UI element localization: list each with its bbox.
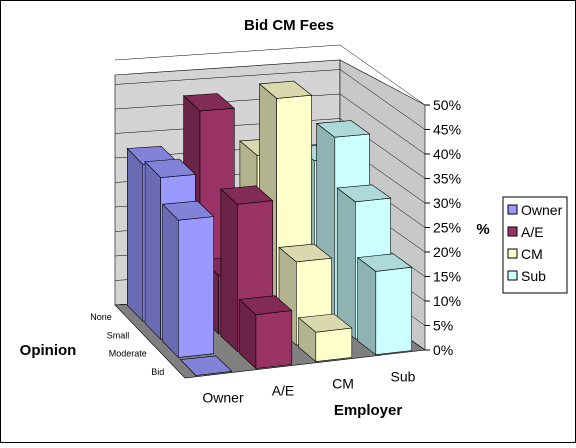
grid-line bbox=[114, 44, 341, 61]
bar-front bbox=[375, 266, 413, 356]
bar-top bbox=[297, 313, 353, 333]
legend-label: Sub bbox=[521, 268, 546, 284]
chart-title: Bid CM Fees bbox=[244, 17, 334, 34]
bar bbox=[179, 355, 233, 376]
bar-front bbox=[255, 310, 293, 369]
depth-tick-label: Small bbox=[107, 330, 130, 340]
bar-front bbox=[315, 327, 353, 362]
depth-axis-title: Opinion bbox=[20, 342, 77, 359]
bar-top bbox=[315, 120, 371, 138]
grid-line bbox=[114, 69, 341, 85]
bar-side bbox=[336, 187, 356, 340]
bar bbox=[297, 313, 353, 363]
bar-top bbox=[278, 243, 333, 263]
y-tick-label: 0% bbox=[433, 342, 453, 358]
legend-swatch bbox=[507, 204, 518, 215]
bar-top bbox=[336, 184, 392, 203]
x-tick-label: Owner bbox=[202, 390, 244, 406]
grid-line bbox=[339, 93, 426, 155]
bar-top bbox=[179, 355, 233, 376]
bar-side bbox=[357, 256, 377, 356]
y-tick-label: 40% bbox=[433, 146, 461, 162]
legend-swatch bbox=[507, 270, 518, 281]
bar-top bbox=[258, 80, 313, 99]
x-tick-label: CM bbox=[332, 376, 354, 392]
bar-side bbox=[127, 147, 144, 323]
x-tick-label: A/E bbox=[272, 383, 295, 399]
y-tick-label: 35% bbox=[433, 171, 461, 187]
x-axis-title: Employer bbox=[334, 402, 403, 419]
y-tick-label: 5% bbox=[433, 318, 453, 334]
bar bbox=[356, 253, 413, 356]
y-tick-label: 50% bbox=[433, 97, 461, 113]
bar bbox=[162, 200, 215, 359]
bar-top bbox=[238, 295, 293, 316]
bar-top bbox=[182, 93, 236, 112]
y-tick-label: 45% bbox=[433, 122, 461, 138]
bar-front bbox=[178, 216, 214, 358]
bar-side bbox=[162, 203, 179, 359]
legend-label: Owner bbox=[521, 202, 563, 218]
y-tick-label: 10% bbox=[433, 293, 461, 309]
legend-swatch bbox=[507, 226, 518, 237]
legend-swatch bbox=[507, 248, 518, 259]
depth-tick-label: Bid bbox=[151, 367, 164, 377]
x-tick-label: Sub bbox=[391, 369, 416, 385]
y-tick-label: 20% bbox=[433, 244, 461, 260]
bar-top bbox=[162, 200, 215, 221]
bar bbox=[238, 295, 293, 370]
bar-top bbox=[356, 253, 413, 272]
legend-label: CM bbox=[521, 246, 543, 262]
depth-tick-label: Moderate bbox=[109, 349, 147, 359]
bar-top bbox=[144, 158, 197, 178]
y-tick-label: 30% bbox=[433, 195, 461, 211]
y-tick-label: 15% bbox=[433, 269, 461, 285]
bar-side bbox=[220, 188, 238, 352]
grid-line bbox=[339, 44, 426, 106]
grid-line bbox=[339, 69, 426, 130]
bar-top bbox=[220, 185, 274, 205]
y-axis-title: % bbox=[476, 221, 489, 238]
y-tick-label: 25% bbox=[433, 220, 461, 236]
legend-label: A/E bbox=[521, 224, 544, 240]
depth-tick-label: None bbox=[90, 312, 112, 322]
bar-side bbox=[144, 160, 161, 341]
